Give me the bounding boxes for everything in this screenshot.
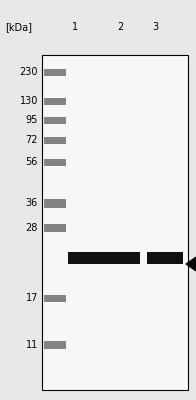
Bar <box>42 55 188 390</box>
Bar <box>44 295 66 302</box>
Bar <box>42 55 188 390</box>
Text: 11: 11 <box>26 340 38 350</box>
Bar <box>44 69 66 76</box>
Text: [kDa]: [kDa] <box>5 22 32 32</box>
Text: 17: 17 <box>26 293 38 303</box>
Bar <box>44 199 66 208</box>
Bar <box>68 252 140 264</box>
Text: 95: 95 <box>26 115 38 125</box>
Bar <box>44 117 66 124</box>
Bar <box>44 341 66 349</box>
Text: 3: 3 <box>152 22 158 32</box>
Bar <box>147 252 183 264</box>
Text: 230: 230 <box>19 67 38 77</box>
Text: 36: 36 <box>26 198 38 208</box>
Text: 28: 28 <box>26 223 38 233</box>
Bar <box>44 224 66 232</box>
Text: 130: 130 <box>20 96 38 106</box>
Polygon shape <box>185 254 196 274</box>
Bar <box>44 159 66 166</box>
Text: 2: 2 <box>117 22 123 32</box>
Text: 1: 1 <box>72 22 78 32</box>
Text: 72: 72 <box>25 135 38 145</box>
Text: 56: 56 <box>26 157 38 167</box>
Bar <box>44 137 66 144</box>
Bar <box>44 98 66 105</box>
